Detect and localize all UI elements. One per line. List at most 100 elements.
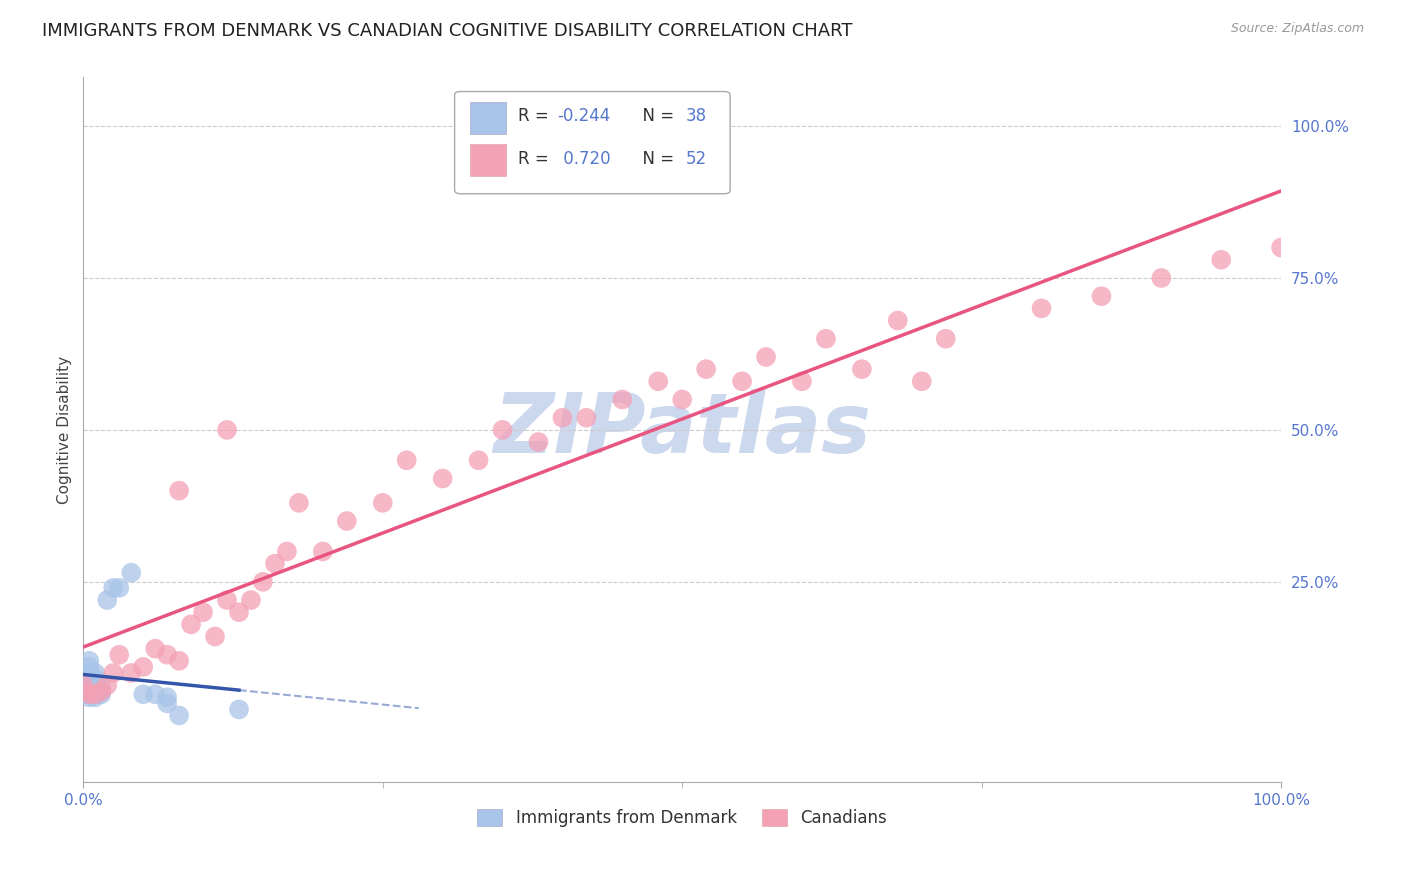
Legend: Immigrants from Denmark, Canadians: Immigrants from Denmark, Canadians [471,803,894,834]
Point [156,690,179,705]
Point [491,423,513,437]
Point [336,514,359,528]
Point [132,687,155,701]
Point [935,332,957,346]
Point [120,665,142,680]
Point [77,681,100,695]
Point [288,496,311,510]
Point [432,471,454,485]
Point [77,678,100,692]
Point [156,697,179,711]
Point [180,617,202,632]
Text: ZIPatlas: ZIPatlas [494,390,872,470]
Point [814,332,837,346]
Point [1090,289,1112,303]
Point [108,581,131,595]
Point [1270,241,1292,255]
Point [103,665,125,680]
Point [77,672,100,686]
Point [551,410,574,425]
Point [167,483,190,498]
Text: N =: N = [631,150,679,168]
Point [671,392,693,407]
Point [1211,252,1233,267]
Text: Source: ZipAtlas.com: Source: ZipAtlas.com [1230,22,1364,36]
Text: 0.720: 0.720 [558,150,610,168]
Point [72,681,94,695]
Point [84,684,107,698]
Text: R =: R = [517,150,554,168]
Point [143,687,166,701]
Point [108,648,131,662]
Point [96,593,118,607]
Text: 38: 38 [686,107,707,125]
Point [77,690,100,705]
Point [77,675,100,690]
Point [527,435,550,450]
Point [695,362,717,376]
Point [647,374,669,388]
Point [1031,301,1053,316]
Point [72,665,94,680]
Point [191,605,214,619]
Point [371,496,394,510]
Point [755,350,778,364]
Point [240,593,263,607]
Point [84,690,107,705]
FancyBboxPatch shape [470,102,506,134]
Point [77,687,100,701]
Point [90,684,112,698]
Point [790,374,813,388]
Point [84,681,107,695]
Point [77,654,100,668]
Point [252,574,274,589]
Point [167,708,190,723]
Point [72,672,94,686]
Point [215,423,238,437]
Point [156,648,179,662]
Point [120,566,142,580]
Text: R =: R = [517,107,554,125]
Point [72,678,94,692]
Point [72,675,94,690]
Point [72,687,94,701]
Point [72,678,94,692]
Point [132,660,155,674]
Point [264,557,287,571]
Point [204,630,226,644]
Point [851,362,873,376]
Point [575,410,598,425]
Point [612,392,634,407]
Point [84,687,107,701]
Point [77,669,100,683]
Point [77,687,100,701]
Point [103,581,125,595]
Point [276,544,298,558]
Point [90,684,112,698]
Point [215,593,238,607]
Text: N =: N = [631,107,679,125]
Point [84,672,107,686]
Text: 52: 52 [686,150,707,168]
Point [84,665,107,680]
Point [911,374,934,388]
Point [77,660,100,674]
Point [72,684,94,698]
Point [77,684,100,698]
Point [90,681,112,695]
FancyBboxPatch shape [470,145,506,176]
Point [228,605,250,619]
FancyBboxPatch shape [454,92,730,194]
Point [96,678,118,692]
Point [395,453,418,467]
Point [312,544,335,558]
Point [84,687,107,701]
Point [84,675,107,690]
Point [90,687,112,701]
Point [467,453,489,467]
Point [731,374,754,388]
Y-axis label: Cognitive Disability: Cognitive Disability [58,356,72,504]
Point [167,654,190,668]
Point [77,665,100,680]
Text: -0.244: -0.244 [558,107,610,125]
